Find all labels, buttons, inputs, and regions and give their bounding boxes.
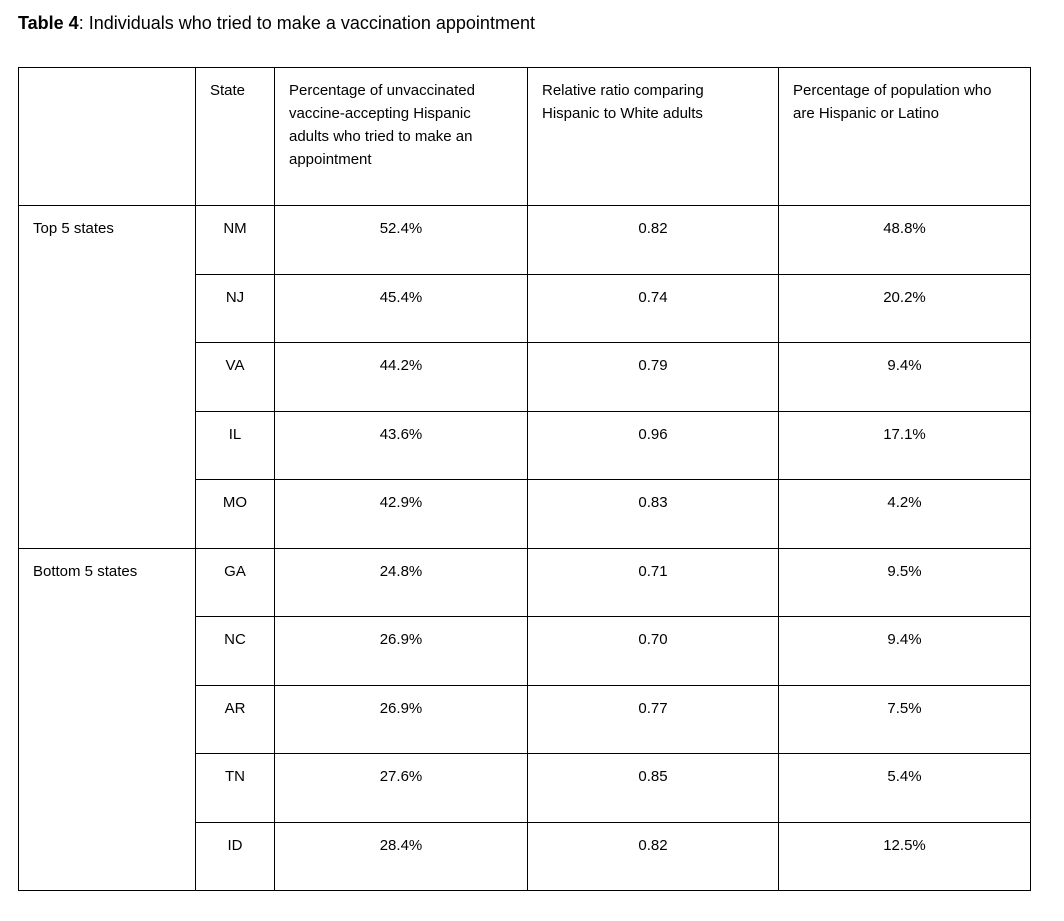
tried-value-cell: 45.4% bbox=[274, 273, 528, 343]
tried-value-cell: 26.9% bbox=[274, 684, 528, 754]
header-row: State Percentage of unvaccinated vaccine… bbox=[18, 67, 1031, 206]
table-row: MO 42.9% 0.83 4.2% bbox=[19, 479, 1031, 549]
population-value-cell: 9.5% bbox=[778, 547, 1031, 617]
population-value-cell: 9.4% bbox=[778, 342, 1031, 412]
population-value-cell: 17.1% bbox=[778, 410, 1031, 480]
table-row: AR 26.9% 0.77 7.5% bbox=[19, 684, 1031, 754]
state-cell: GA bbox=[195, 547, 275, 617]
table-caption-text: : Individuals who tried to make a vaccin… bbox=[78, 13, 535, 33]
ratio-value-cell: 0.71 bbox=[527, 547, 779, 617]
state-cell: ID bbox=[195, 821, 275, 891]
tried-value-cell: 43.6% bbox=[274, 410, 528, 480]
row-group-label-bottom5: Bottom 5 states bbox=[18, 547, 196, 891]
table-row: NJ 45.4% 0.74 20.2% bbox=[19, 273, 1031, 343]
tried-value-cell: 24.8% bbox=[274, 547, 528, 617]
table-caption: Table 4: Individuals who tried to make a… bbox=[18, 12, 1048, 67]
ratio-value-cell: 0.82 bbox=[527, 821, 779, 891]
tried-value-cell: 27.6% bbox=[274, 753, 528, 823]
tried-value-cell: 42.9% bbox=[274, 479, 528, 549]
ratio-value-cell: 0.83 bbox=[527, 479, 779, 549]
header-cell-ratio: Relative ratio comparing Hispanic to Whi… bbox=[527, 67, 779, 206]
tried-value-cell: 52.4% bbox=[274, 205, 528, 275]
state-cell: TN bbox=[195, 753, 275, 823]
population-value-cell: 4.2% bbox=[778, 479, 1031, 549]
table-caption-label: Table 4 bbox=[18, 13, 79, 33]
document-page: Table 4: Individuals who tried to make a… bbox=[18, 12, 1048, 891]
state-cell: NC bbox=[195, 616, 275, 686]
state-cell: VA bbox=[195, 342, 275, 412]
population-value-cell: 48.8% bbox=[778, 205, 1031, 275]
ratio-value-cell: 0.82 bbox=[527, 205, 779, 275]
header-cell-population: Percentage of population who are Hispani… bbox=[778, 67, 1031, 206]
ratio-value-cell: 0.77 bbox=[527, 684, 779, 754]
population-value-cell: 7.5% bbox=[778, 684, 1031, 754]
header-cell-group bbox=[18, 67, 196, 206]
tried-value-cell: 26.9% bbox=[274, 616, 528, 686]
state-cell: IL bbox=[195, 410, 275, 480]
table-row: NC 26.9% 0.70 9.4% bbox=[19, 616, 1031, 686]
row-group-label-top5: Top 5 states bbox=[18, 205, 196, 549]
state-cell: NM bbox=[195, 205, 275, 275]
state-cell: AR bbox=[195, 684, 275, 754]
ratio-value-cell: 0.74 bbox=[527, 273, 779, 343]
table-row: Top 5 states NM 52.4% 0.82 48.8% bbox=[18, 205, 1031, 549]
table-row: IL 43.6% 0.96 17.1% bbox=[19, 410, 1031, 480]
header-cell-state: State bbox=[195, 67, 275, 206]
header-cell-tried: Percentage of unvaccinated vaccine-accep… bbox=[274, 67, 528, 206]
tried-value-cell: 28.4% bbox=[274, 821, 528, 891]
ratio-value-cell: 0.79 bbox=[527, 342, 779, 412]
population-value-cell: 12.5% bbox=[778, 821, 1031, 891]
state-cell: NJ bbox=[195, 273, 275, 343]
population-value-cell: 20.2% bbox=[778, 273, 1031, 343]
population-value-cell: 5.4% bbox=[778, 753, 1031, 823]
vaccination-appointment-table: State Percentage of unvaccinated vaccine… bbox=[18, 67, 1031, 891]
ratio-value-cell: 0.85 bbox=[527, 753, 779, 823]
tried-value-cell: 44.2% bbox=[274, 342, 528, 412]
table-row: ID 28.4% 0.82 12.5% bbox=[19, 821, 1031, 891]
state-cell: MO bbox=[195, 479, 275, 549]
table-row: Bottom 5 states GA 24.8% 0.71 9.5% bbox=[18, 547, 1031, 891]
ratio-value-cell: 0.70 bbox=[527, 616, 779, 686]
table-row: TN 27.6% 0.85 5.4% bbox=[19, 753, 1031, 823]
ratio-value-cell: 0.96 bbox=[527, 410, 779, 480]
table-row: VA 44.2% 0.79 9.4% bbox=[19, 342, 1031, 412]
population-value-cell: 9.4% bbox=[778, 616, 1031, 686]
